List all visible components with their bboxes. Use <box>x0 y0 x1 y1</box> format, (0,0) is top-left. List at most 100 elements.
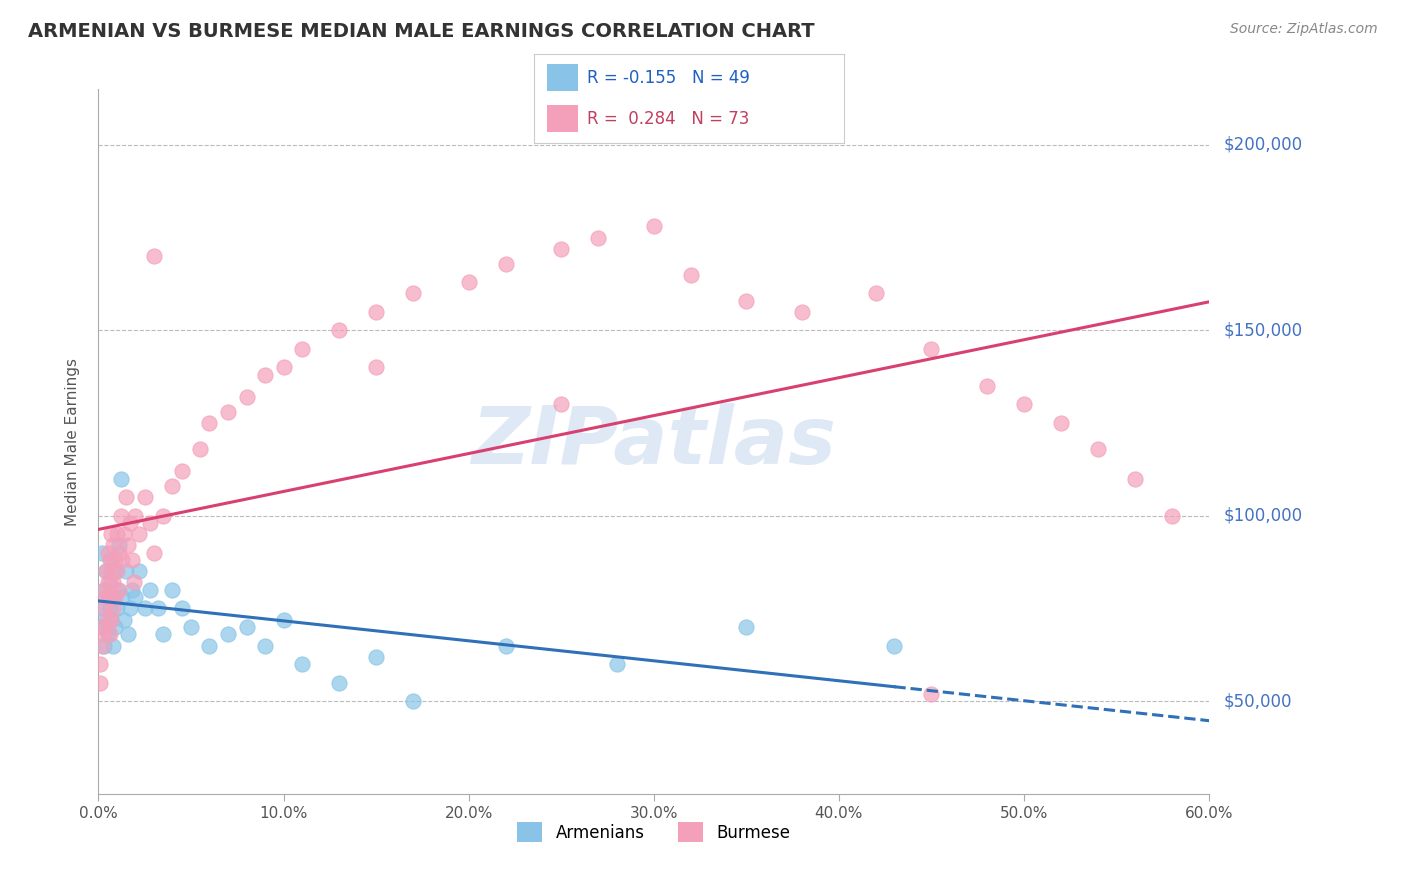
Point <box>328 323 350 337</box>
Text: $150,000: $150,000 <box>1225 321 1303 339</box>
Point <box>162 582 184 597</box>
Point <box>94 565 117 579</box>
Point <box>98 575 121 590</box>
Point <box>180 620 202 634</box>
Point <box>89 657 111 671</box>
Point <box>273 613 295 627</box>
Point <box>91 620 114 634</box>
Point <box>117 538 139 552</box>
Point <box>253 639 276 653</box>
Point <box>366 304 388 318</box>
Point <box>104 565 127 579</box>
Point <box>198 639 221 653</box>
Point <box>865 286 887 301</box>
Point <box>495 256 517 270</box>
Text: R =  0.284   N = 73: R = 0.284 N = 73 <box>586 110 749 128</box>
Point <box>921 342 943 356</box>
Point <box>111 553 134 567</box>
Text: $100,000: $100,000 <box>1225 507 1303 524</box>
Point <box>146 601 169 615</box>
Point <box>100 613 122 627</box>
Point <box>103 601 125 615</box>
Point <box>93 639 115 653</box>
Text: ZIPatlas: ZIPatlas <box>471 402 837 481</box>
Point <box>94 613 117 627</box>
Text: ARMENIAN VS BURMESE MEDIAN MALE EARNINGS CORRELATION CHART: ARMENIAN VS BURMESE MEDIAN MALE EARNINGS… <box>28 22 814 41</box>
Point <box>291 342 314 356</box>
Point <box>103 591 125 605</box>
Point <box>105 527 128 541</box>
Text: R = -0.155   N = 49: R = -0.155 N = 49 <box>586 69 749 87</box>
Point <box>98 591 121 605</box>
Point <box>121 553 143 567</box>
Point <box>921 687 943 701</box>
Point <box>188 442 211 456</box>
Point <box>643 219 665 234</box>
Point <box>170 601 193 615</box>
Point <box>98 627 121 641</box>
Point <box>253 368 276 382</box>
Point <box>883 639 905 653</box>
Text: $200,000: $200,000 <box>1225 136 1303 153</box>
Point <box>104 553 127 567</box>
Point <box>93 601 115 615</box>
Point <box>128 565 150 579</box>
Point <box>107 582 129 597</box>
Point <box>118 516 141 530</box>
Point <box>143 546 166 560</box>
Point <box>170 464 193 478</box>
Point <box>118 601 141 615</box>
Point <box>107 538 129 552</box>
Point <box>104 591 127 605</box>
Point <box>112 527 135 541</box>
Point <box>100 565 122 579</box>
Point <box>143 249 166 263</box>
Point <box>91 620 114 634</box>
Point <box>217 405 239 419</box>
Point <box>100 527 122 541</box>
Point <box>121 582 143 597</box>
Point <box>97 591 120 605</box>
Point <box>402 694 425 708</box>
Point <box>124 591 146 605</box>
Bar <box>547 64 578 91</box>
Point <box>735 620 758 634</box>
Point <box>103 538 125 552</box>
Point <box>91 546 114 560</box>
Point <box>1050 416 1073 430</box>
Point <box>550 242 572 256</box>
Point <box>122 575 145 590</box>
Point <box>366 360 388 375</box>
Point <box>110 472 132 486</box>
Point <box>976 379 998 393</box>
Point <box>115 565 138 579</box>
Point <box>103 639 125 653</box>
Point <box>735 293 758 308</box>
Point <box>105 601 128 615</box>
Point <box>100 613 122 627</box>
Point <box>93 627 115 641</box>
Point <box>198 416 221 430</box>
Point <box>107 546 129 560</box>
Point <box>89 675 111 690</box>
Point <box>93 582 115 597</box>
Point <box>152 508 174 523</box>
Point <box>366 649 388 664</box>
Point <box>105 582 128 597</box>
Point <box>1087 442 1109 456</box>
Point <box>97 613 120 627</box>
Point <box>93 582 115 597</box>
Point <box>235 390 257 404</box>
Point <box>91 639 114 653</box>
Point <box>117 627 139 641</box>
Point <box>291 657 314 671</box>
Point <box>115 490 138 504</box>
Point <box>1012 397 1035 411</box>
Point <box>134 601 156 615</box>
Point <box>550 397 572 411</box>
Point <box>606 657 628 671</box>
Point <box>97 627 120 641</box>
Point <box>98 553 121 567</box>
Point <box>402 286 425 301</box>
Point <box>94 591 117 605</box>
